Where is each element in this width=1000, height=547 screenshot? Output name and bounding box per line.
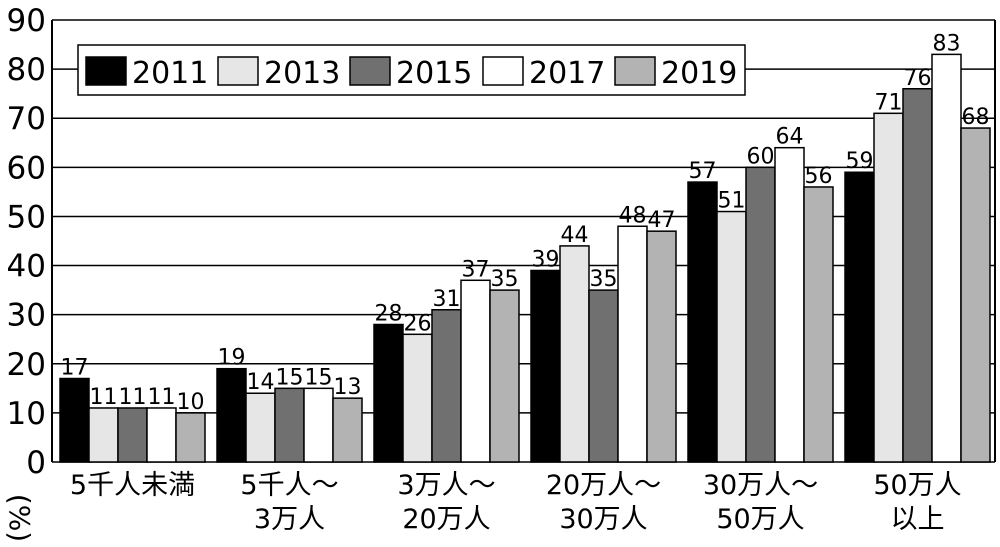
- data-label: 14: [247, 370, 275, 395]
- bar-2019: [489, 289, 520, 463]
- bar-2011: [530, 269, 561, 463]
- bar-2011: [844, 171, 875, 463]
- data-label: 10: [177, 390, 205, 415]
- legend-swatch-2017: [482, 56, 524, 86]
- bar-2019: [803, 186, 834, 463]
- bar-2013: [716, 210, 747, 463]
- legend-label: 2019: [661, 56, 737, 91]
- y-tick-label: 90: [7, 3, 46, 39]
- data-label: 17: [61, 356, 89, 381]
- data-label: 51: [718, 189, 746, 214]
- data-label: 31: [433, 287, 461, 312]
- data-label: 11: [90, 385, 118, 410]
- data-label: 13: [334, 375, 362, 400]
- data-label: 71: [875, 90, 903, 115]
- bar-2015: [274, 387, 305, 463]
- data-label: 68: [962, 105, 990, 130]
- bar-2017: [774, 146, 805, 463]
- legend-swatch-2011: [85, 56, 127, 86]
- category-label: 30万人～: [703, 470, 818, 501]
- bar-2011: [216, 367, 247, 463]
- data-label: 19: [218, 346, 246, 371]
- data-label: 60: [747, 144, 775, 169]
- data-label: 35: [491, 267, 519, 292]
- data-label: 11: [119, 385, 147, 410]
- data-label: 26: [404, 311, 432, 336]
- y-tick-label: 10: [7, 396, 46, 432]
- category-label: 50万人: [716, 504, 804, 535]
- bar-2013: [873, 112, 904, 463]
- bar-2015: [431, 309, 462, 463]
- bar-2017: [931, 53, 962, 463]
- bar-2017: [460, 279, 491, 463]
- category-label: 5千人未満: [70, 470, 195, 501]
- data-label: 47: [648, 208, 676, 233]
- data-label: 35: [590, 267, 618, 292]
- bar-2013: [402, 333, 433, 463]
- bar-2019: [332, 397, 363, 463]
- y-tick-label: 60: [7, 150, 46, 186]
- bar-2011: [373, 323, 404, 463]
- bar-2015: [902, 88, 933, 463]
- data-label: 76: [904, 66, 932, 91]
- category-label: 3万人～: [397, 470, 495, 501]
- bar-2019: [175, 412, 206, 463]
- category-label: 20万人: [402, 504, 490, 535]
- data-label: 59: [846, 149, 874, 174]
- legend-label: 2013: [264, 56, 340, 91]
- category-label: 20万人～: [546, 470, 661, 501]
- legend-label: 2017: [529, 56, 605, 91]
- y-tick-label: 80: [7, 52, 46, 88]
- y-tick-label: 20: [7, 347, 46, 383]
- y-axis-label: (%): [3, 494, 36, 542]
- data-label: 37: [462, 257, 490, 282]
- bar-2015: [117, 407, 148, 463]
- data-label: 15: [305, 365, 333, 390]
- y-tick-label: 70: [7, 101, 46, 137]
- y-tick-label: 30: [7, 298, 46, 334]
- data-label: 11: [148, 385, 176, 410]
- y-tick-label: 50: [7, 199, 46, 235]
- y-tick-label: 0: [26, 445, 46, 481]
- data-label: 57: [689, 159, 717, 184]
- bar-2019: [646, 230, 677, 463]
- data-label: 39: [532, 247, 560, 272]
- bar-2015: [745, 166, 776, 463]
- data-label: 44: [561, 223, 589, 248]
- category-label: 30万人: [559, 504, 647, 535]
- data-label: 56: [805, 164, 833, 189]
- bar-2011: [687, 181, 718, 463]
- data-label: 64: [776, 125, 804, 150]
- bar-2017: [146, 407, 177, 463]
- category-label: 5千人～: [240, 470, 338, 501]
- data-label: 83: [933, 31, 961, 56]
- bar-2013: [245, 392, 276, 463]
- y-tick-label: 40: [7, 249, 46, 285]
- legend-label: 2015: [396, 56, 472, 91]
- legend-swatch-2019: [614, 56, 656, 86]
- bar-2011: [59, 377, 90, 463]
- legend-label: 2011: [132, 56, 208, 91]
- category-label: 以上: [891, 504, 945, 535]
- data-label: 28: [375, 301, 403, 326]
- bar-2015: [588, 289, 619, 463]
- legend-swatch-2013: [217, 56, 259, 86]
- category-label: 3万人: [254, 504, 325, 535]
- bar-2013: [559, 245, 590, 463]
- data-label: 48: [619, 203, 647, 228]
- data-label: 15: [276, 365, 304, 390]
- legend-swatch-2015: [349, 56, 391, 86]
- category-label: 50万人: [873, 470, 961, 501]
- bar-2013: [88, 407, 119, 463]
- bar-2017: [303, 387, 334, 463]
- bar-2017: [617, 225, 648, 463]
- bar-2019: [960, 127, 991, 463]
